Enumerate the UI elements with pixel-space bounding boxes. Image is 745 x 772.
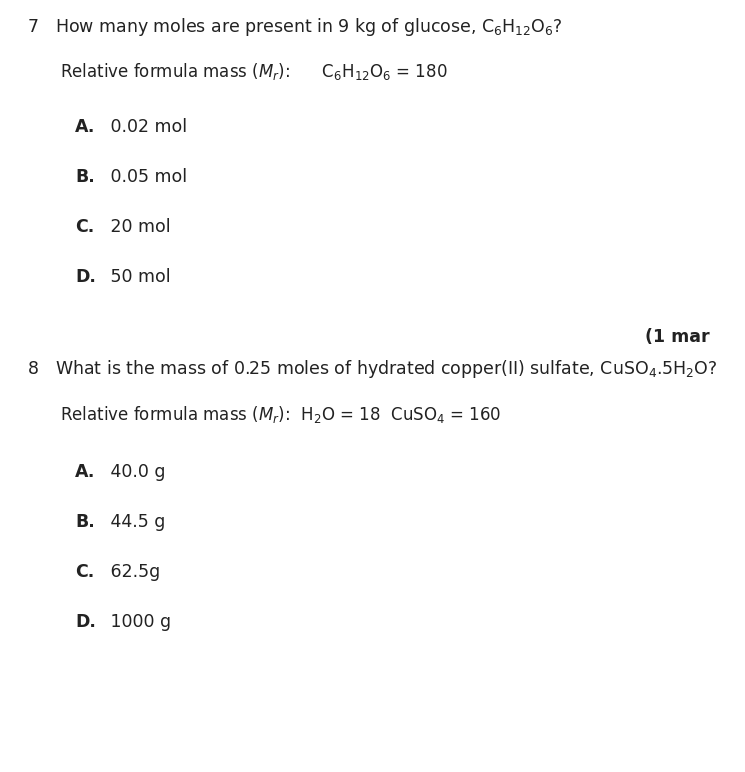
Text: A.: A. [75,463,95,481]
Text: 1000 g: 1000 g [105,613,171,631]
Text: 62.5g: 62.5g [105,563,160,581]
Text: B.: B. [75,168,95,186]
Text: D.: D. [75,613,96,631]
Text: 44.5 g: 44.5 g [105,513,165,531]
Text: A.: A. [75,118,95,136]
Text: (1 mar: (1 mar [645,328,710,346]
Text: C.: C. [75,218,95,236]
Text: Relative formula mass ($M_r$):  H$_2$O = 18  CuSO$_4$ = 160: Relative formula mass ($M_r$): H$_2$O = … [60,404,501,425]
Text: 20 mol: 20 mol [105,218,171,236]
Text: Relative formula mass ($M_r$):      C$_6$H$_{12}$O$_6$ = 180: Relative formula mass ($M_r$): C$_6$H$_{… [60,61,448,82]
Text: How many moles are present in 9 kg of glucose, C$_6$H$_{12}$O$_6$?: How many moles are present in 9 kg of gl… [55,16,562,38]
Text: B.: B. [75,513,95,531]
Text: 50 mol: 50 mol [105,268,171,286]
Text: What is the mass of 0.25 moles of hydrated copper(II) sulfate, CuSO$_4$.5H$_2$O?: What is the mass of 0.25 moles of hydrat… [55,358,717,380]
Text: 8: 8 [28,360,39,378]
Text: C.: C. [75,563,95,581]
Text: 0.02 mol: 0.02 mol [105,118,187,136]
Text: 7: 7 [28,18,39,36]
Text: 40.0 g: 40.0 g [105,463,165,481]
Text: D.: D. [75,268,96,286]
Text: 0.05 mol: 0.05 mol [105,168,187,186]
